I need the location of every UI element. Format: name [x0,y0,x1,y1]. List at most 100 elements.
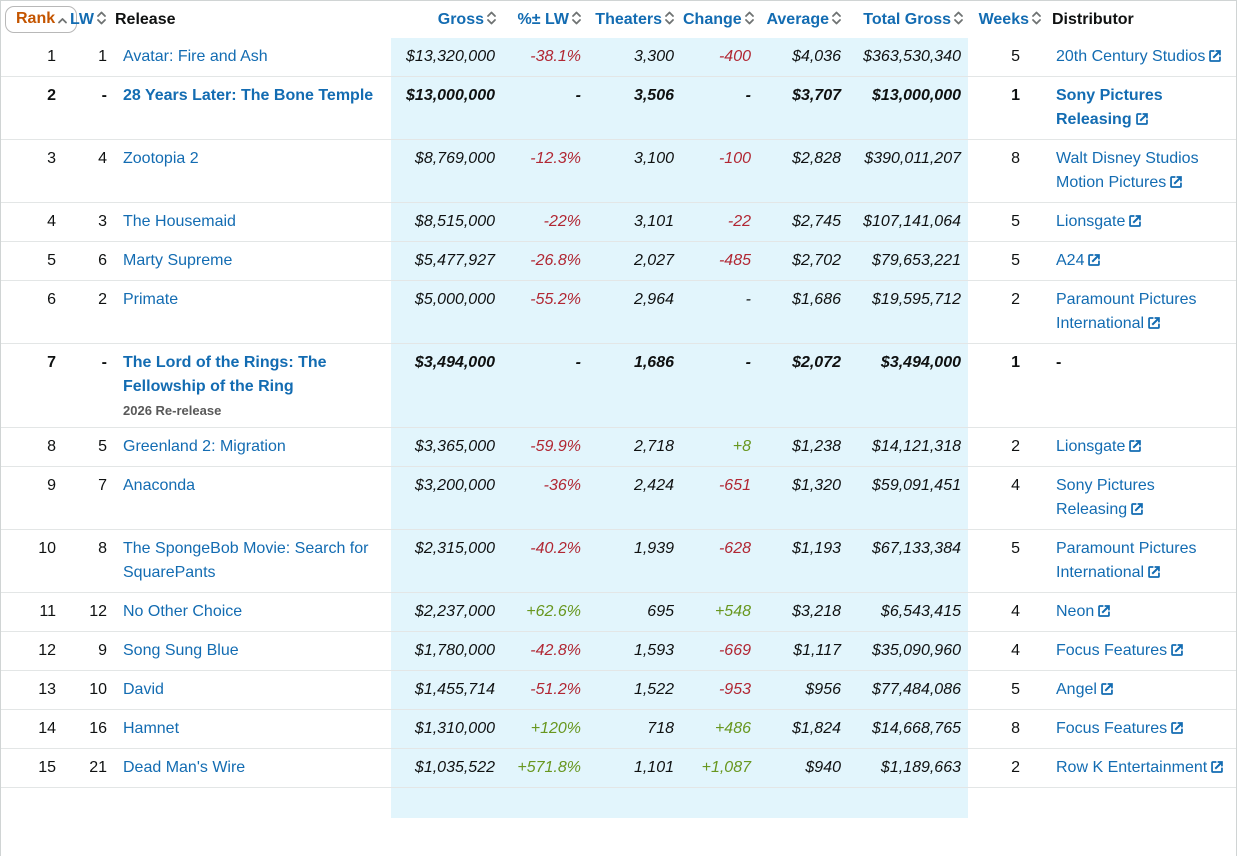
weeks-cell: 8 [968,709,1048,749]
release-link[interactable]: David [123,681,164,698]
release-cell: Greenland 2: Migration [111,427,391,467]
last-week-rank-cell: - [66,343,111,428]
distributor-link[interactable]: 20th Century Studios [1056,48,1206,65]
rank-cell: 5 [1,241,66,281]
distributor-link[interactable]: Sony Pictures Releasing [1056,87,1163,128]
table-row: 10 8 The SpongeBob Movie: Search for Squar… [1,529,1236,593]
release-link[interactable]: The SpongeBob Movie: Search for SquarePa… [123,540,369,581]
distributor-link[interactable]: Paramount Pictures International [1056,291,1197,332]
table-row: 2-28 Years Later: The Bone Temple $13,000… [1,76,1236,140]
distributor-cell: Lionsgate [1048,202,1236,242]
theaters-cell: 3,506 [586,76,679,140]
column-header-theaters[interactable]: Theaters [586,1,679,38]
distributor-link[interactable]: Walt Disney Studios Motion Pictures [1056,150,1199,191]
total-gross-cell: $19,595,712 [846,280,968,344]
column-header-average[interactable]: Average [756,1,846,38]
column-header-lw[interactable]: LW [66,1,111,38]
release-link[interactable]: 28 Years Later: The Bone Temple [123,87,374,104]
distributor-cell: Neon [1048,592,1236,632]
last-week-rank-cell: 7 [66,466,111,530]
table-row: 1 1 Avatar: Fire and Ash $13,320,000 -38.1% 3… [1,38,1236,77]
distributor-link[interactable]: Sony Pictures Releasing [1056,477,1155,518]
release-link[interactable]: Avatar: Fire and Ash [123,48,268,65]
release-link[interactable]: Dead Man's Wire [123,759,246,776]
percent-change-cell: -51.2% [501,670,586,710]
release-link[interactable]: Marty Supreme [123,252,233,269]
external-link-icon [1098,605,1111,617]
last-week-rank-cell: 2 [66,280,111,344]
percent-change-cell: -38.1% [501,38,586,77]
distributor-link[interactable]: Neon [1056,603,1095,620]
release-link[interactable]: Zootopia 2 [123,150,199,167]
theaters-cell: 718 [586,709,679,749]
release-link[interactable]: Anaconda [123,477,196,494]
external-link-icon [1171,722,1183,734]
distributor-link[interactable]: A24 [1056,252,1085,269]
release-link[interactable]: Hamnet [123,720,180,737]
distributor-link[interactable]: Focus Features [1056,720,1168,737]
theater-change-cell: +1,087 [679,748,756,788]
rank-cell: 10 [1,529,66,593]
percent-change-cell: +120% [501,709,586,749]
weeks-cell: 4 [968,466,1048,530]
column-header-rank[interactable]: Rank [1,1,78,38]
release-note: 2026 Re-release [123,403,222,418]
column-label: Change [683,11,742,28]
external-link-icon [1135,113,1148,125]
last-week-rank-cell: 8 [66,529,111,593]
percent-change-cell: -22% [501,202,586,242]
gross-cell: $8,515,000 [391,202,501,242]
table-row [1,787,1236,819]
percent-change-cell: +62.6% [501,592,586,632]
distributor-link[interactable]: Angel [1056,681,1097,698]
external-link-icon [1148,566,1160,578]
theater-change-cell: -100 [679,139,756,203]
release-cell: The Housemaid [111,202,391,242]
release-link[interactable]: The Lord of the Rings: The Fellowship of… [123,354,327,395]
column-header-weeks[interactable]: Weeks [968,1,1048,38]
distributor-link[interactable]: Row K Entertainment [1056,759,1208,776]
distributor-cell: Sony Pictures Releasing [1048,466,1236,530]
distributor-link[interactable]: Focus Features [1056,642,1168,659]
column-header-change[interactable]: Change [679,1,756,38]
column-header-pct[interactable]: %± LW [501,1,586,38]
average-cell: $1,320 [756,466,846,530]
distributor-cell: Focus Features [1048,631,1236,671]
release-link[interactable]: No Other Choice [123,603,243,620]
average-cell: $3,707 [756,76,846,140]
column-label: Average [766,11,829,28]
rank-cell: 6 [1,280,66,344]
total-gross-cell: $35,090,960 [846,631,968,671]
rank-cell: 7 [1,343,66,428]
distributor-link[interactable]: Lionsgate [1056,438,1126,455]
release-cell: Primate [111,280,391,344]
gross-cell: $3,200,000 [391,466,501,530]
distributor-link[interactable]: Paramount Pictures International [1056,540,1197,581]
partial-cell [1,788,66,819]
release-link[interactable]: Primate [123,291,179,308]
weeks-cell: 5 [968,529,1048,593]
partial-cell [66,788,111,819]
distributor-cell: A24 [1048,241,1236,281]
release-link[interactable]: Song Sung Blue [123,642,239,659]
partial-cell [111,788,391,819]
last-week-rank-cell: 12 [66,592,111,632]
column-header-gross[interactable]: Gross [391,1,501,38]
weeks-cell: 8 [968,139,1048,203]
rank-cell: 11 [1,592,66,632]
external-link-icon [1211,761,1224,773]
sorted-column-pill[interactable]: Rank [5,6,78,33]
gross-cell: $3,494,000 [391,343,501,428]
distributor-link[interactable]: Lionsgate [1056,213,1126,230]
release-cell: Marty Supreme [111,241,391,281]
theaters-cell: 2,027 [586,241,679,281]
column-header-total[interactable]: Total Gross [846,1,968,38]
theaters-cell: 695 [586,592,679,632]
partial-cell [586,787,679,818]
release-link[interactable]: Greenland 2: Migration [123,438,286,455]
average-cell: $1,193 [756,529,846,593]
theater-change-cell: +486 [679,709,756,749]
total-gross-cell: $6,543,415 [846,592,968,632]
theater-change-cell: +8 [679,427,756,467]
release-link[interactable]: The Housemaid [123,213,236,230]
